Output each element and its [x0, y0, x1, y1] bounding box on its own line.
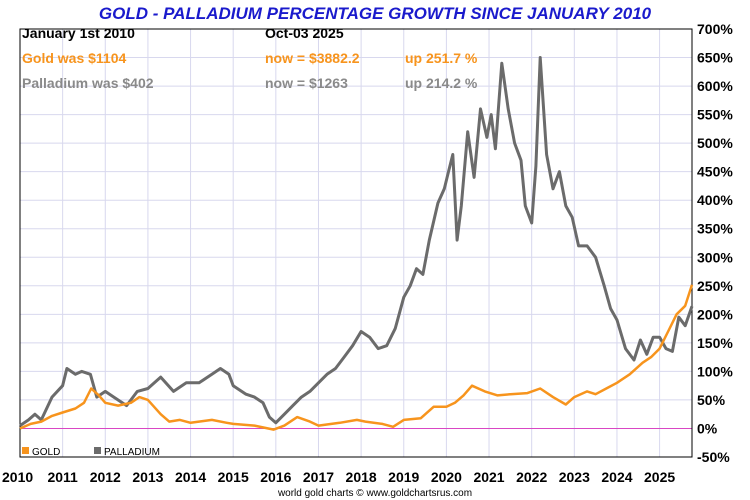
start-date-label: January 1st 2010 — [22, 25, 135, 41]
palladium-change: up 214.2 % — [405, 75, 478, 91]
y-tick-label: 650% — [697, 50, 733, 66]
gold-change: up 251.7 % — [405, 50, 478, 66]
chart-title: GOLD - PALLADIUM PERCENTAGE GROWTH SINCE… — [99, 4, 652, 23]
y-tick-label: 100% — [697, 363, 733, 379]
y-tick-label: 400% — [697, 192, 733, 208]
y-tick-label: 700% — [697, 21, 733, 37]
x-axis: 2010 2011 2012 2013 2014 2015 2016 2017 2018 2019… — [2, 469, 675, 485]
legend-swatch-gold — [22, 447, 29, 454]
x-tick-label: 2024 — [601, 469, 632, 485]
y-tick-label: 150% — [697, 335, 733, 351]
footer-credit: world gold charts © www.goldchartsrus.co… — [277, 488, 472, 499]
x-tick-label: 2017 — [303, 469, 334, 485]
x-tick-label: 2021 — [473, 469, 504, 485]
x-tick-label: 2016 — [260, 469, 291, 485]
gold-start-price: Gold was $1104 — [22, 50, 126, 66]
legend-label-gold: GOLD — [32, 447, 60, 458]
legend-label-palladium: PALLADIUM — [104, 447, 160, 458]
y-axis: -50% 0% 50% 100% 150% 200% 250% 300% 350% 400% 450… — [697, 21, 733, 465]
x-tick-label: 2015 — [218, 469, 249, 485]
palladium-current-price: now = $1263 — [265, 75, 348, 91]
x-tick-label: 2011 — [47, 469, 78, 485]
plot-frame — [19, 28, 693, 458]
y-tick-label: 500% — [697, 135, 733, 151]
x-tick-label: 2013 — [132, 469, 163, 485]
y-tick-label: 300% — [697, 249, 733, 265]
plot-area — [19, 56, 694, 431]
y-tick-label: 600% — [697, 78, 733, 94]
palladium-start-price: Palladium was $402 — [22, 75, 154, 91]
x-tick-label: 2023 — [559, 469, 590, 485]
x-tick-label: 2019 — [388, 469, 419, 485]
x-tick-label: 2012 — [90, 469, 121, 485]
x-tick-label: 2014 — [175, 469, 206, 485]
y-tick-label: 450% — [697, 164, 733, 180]
y-tick-label: 250% — [697, 278, 733, 294]
series-line-gold — [19, 284, 694, 431]
y-tick-label: 200% — [697, 306, 733, 322]
y-tick-label: 550% — [697, 107, 733, 123]
end-date-label: Oct-03 2025 — [265, 25, 344, 41]
y-tick-label: 0% — [697, 420, 718, 436]
x-tick-label: 2025 — [644, 469, 675, 485]
legend: GOLD PALLADIUM — [22, 447, 160, 458]
series-line-palladium — [19, 56, 694, 427]
x-tick-label: 2020 — [431, 469, 462, 485]
legend-swatch-palladium — [94, 447, 101, 454]
x-tick-label: 2018 — [346, 469, 377, 485]
x-tick-label: 2010 — [2, 469, 33, 485]
y-tick-label: 50% — [697, 392, 726, 408]
gold-current-price: now = $3882.2 — [265, 50, 360, 66]
x-tick-label: 2022 — [516, 469, 547, 485]
y-tick-label: -50% — [697, 449, 730, 465]
y-tick-label: 350% — [697, 221, 733, 237]
